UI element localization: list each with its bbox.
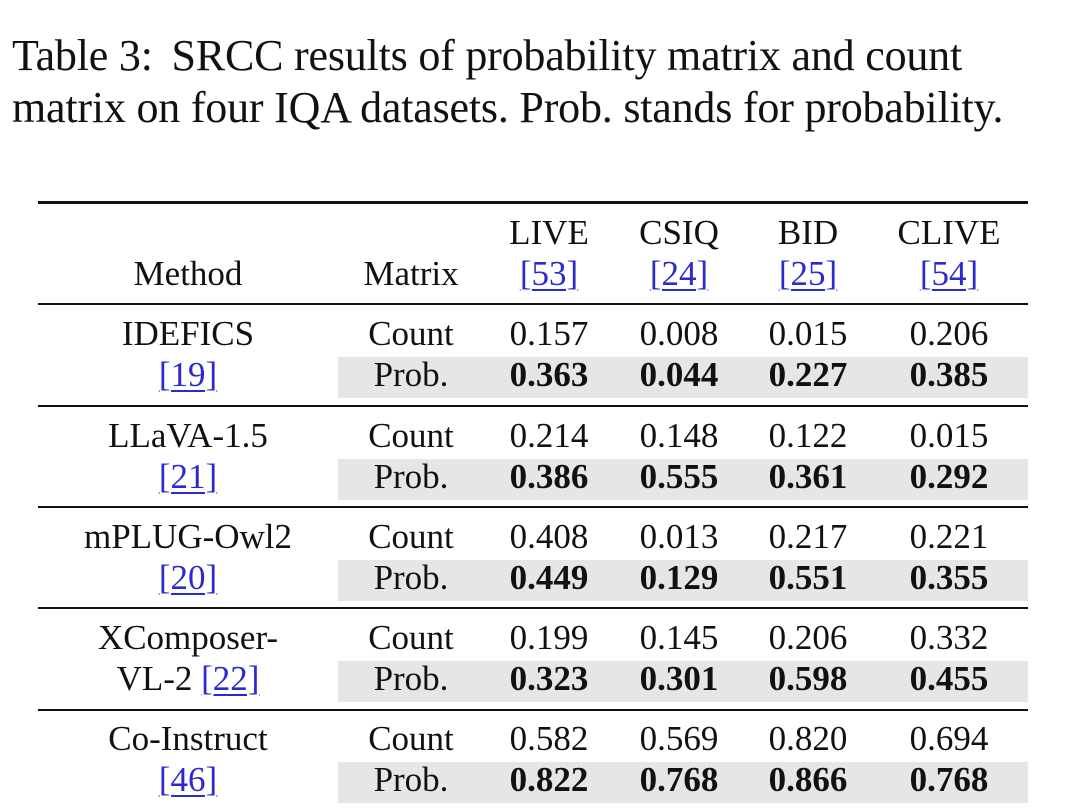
table-cell: 0.569 <box>639 719 719 758</box>
group-rule <box>38 607 1028 609</box>
table-cell: 0.221 <box>909 517 989 556</box>
caption-label: Table 3: <box>12 31 153 80</box>
header-clive: CLIVE <box>897 213 1001 252</box>
method-name-cont: VL-2 <box>116 659 193 698</box>
method-name: mPLUG-Owl2 <box>83 517 293 556</box>
table-cell-best: 0.323 <box>509 659 589 698</box>
table-cell-best: 0.555 <box>639 457 719 496</box>
table-cell-best: 0.598 <box>768 659 848 698</box>
table-cell-best: 0.386 <box>509 457 589 496</box>
table-cell-best: 0.822 <box>509 760 589 799</box>
matrix-label: Prob. <box>373 355 449 394</box>
method-ref[interactable]: [20] <box>158 558 218 597</box>
table-cell: 0.008 <box>639 314 719 353</box>
table-cell-best: 0.292 <box>909 457 989 496</box>
header-clive-ref[interactable]: [54] <box>919 254 979 293</box>
table-cell-best: 0.866 <box>768 760 848 799</box>
table-cell: 0.157 <box>509 314 589 353</box>
table-cell-best: 0.455 <box>909 659 989 698</box>
table-cell: 0.015 <box>768 314 848 353</box>
prob-row-shade <box>338 560 1028 601</box>
table-cell: 0.148 <box>639 416 719 455</box>
method-ref[interactable]: [21] <box>158 457 218 496</box>
method-ref[interactable]: [19] <box>158 355 218 394</box>
table-cell-best: 0.361 <box>768 457 848 496</box>
group-rule <box>38 405 1028 407</box>
table-cell: 0.145 <box>639 618 719 657</box>
table-cell-best: 0.044 <box>639 355 719 394</box>
table-cell: 0.013 <box>639 517 719 556</box>
table-cell: 0.408 <box>509 517 589 556</box>
matrix-label: Count <box>368 517 454 556</box>
matrix-label: Prob. <box>373 558 449 597</box>
table-cell-best: 0.385 <box>909 355 989 394</box>
header-live-ref[interactable]: [53] <box>519 254 579 293</box>
matrix-label: Prob. <box>373 760 449 799</box>
header-method: Method <box>133 254 243 293</box>
header-matrix: Matrix <box>363 254 459 293</box>
group-rule <box>38 709 1028 711</box>
matrix-label: Prob. <box>373 659 449 698</box>
prob-row-shade <box>338 459 1028 500</box>
header-live: LIVE <box>509 213 589 252</box>
table-cell-best: 0.129 <box>639 558 719 597</box>
table-cell-best: 0.355 <box>909 558 989 597</box>
matrix-label: Count <box>368 314 454 353</box>
method-name: Co-Instruct <box>108 719 268 758</box>
method-ref[interactable]: [22] <box>201 659 260 698</box>
method-name: LLaVA-1.5 <box>108 416 268 455</box>
matrix-label: Prob. <box>373 457 449 496</box>
prob-row-shade <box>338 661 1028 702</box>
method-name: IDEFICS <box>121 314 255 353</box>
table-cell: 0.206 <box>768 618 848 657</box>
table-cell-best: 0.227 <box>768 355 848 394</box>
header-bid: BID <box>777 213 839 252</box>
table-cell: 0.122 <box>768 416 848 455</box>
table-cell: 0.820 <box>768 719 848 758</box>
table-cell-best: 0.449 <box>509 558 589 597</box>
matrix-label: Count <box>368 416 454 455</box>
top-rule <box>38 201 1028 204</box>
table-cell-best: 0.551 <box>768 558 848 597</box>
caption-text: SRCC results of probability matrix and c… <box>12 31 1004 132</box>
table-cell: 0.582 <box>509 719 589 758</box>
method-name: XComposer- <box>97 618 279 657</box>
header-bid-ref[interactable]: [25] <box>778 254 838 293</box>
prob-row-shade <box>338 762 1028 803</box>
header-csiq: CSIQ <box>639 213 719 252</box>
group-rule <box>38 506 1028 508</box>
table-cell: 0.214 <box>509 416 589 455</box>
matrix-label: Count <box>368 719 454 758</box>
table-cell-best: 0.768 <box>639 760 719 799</box>
table-cell: 0.217 <box>768 517 848 556</box>
method-ref[interactable]: [46] <box>158 760 218 799</box>
table-cell: 0.015 <box>909 416 989 455</box>
table-cell: 0.332 <box>909 618 989 657</box>
table-cell: 0.199 <box>509 618 589 657</box>
table-caption: Table 3: SRCC results of probability mat… <box>12 30 1062 134</box>
table-cell-best: 0.363 <box>509 355 589 394</box>
table-cell-best: 0.301 <box>639 659 719 698</box>
matrix-label: Count <box>368 618 454 657</box>
header-csiq-ref[interactable]: [24] <box>649 254 709 293</box>
header-rule <box>38 303 1028 305</box>
table-cell: 0.694 <box>909 719 989 758</box>
prob-row-shade <box>338 357 1028 398</box>
table-cell-best: 0.768 <box>909 760 989 799</box>
table-cell: 0.206 <box>909 314 989 353</box>
